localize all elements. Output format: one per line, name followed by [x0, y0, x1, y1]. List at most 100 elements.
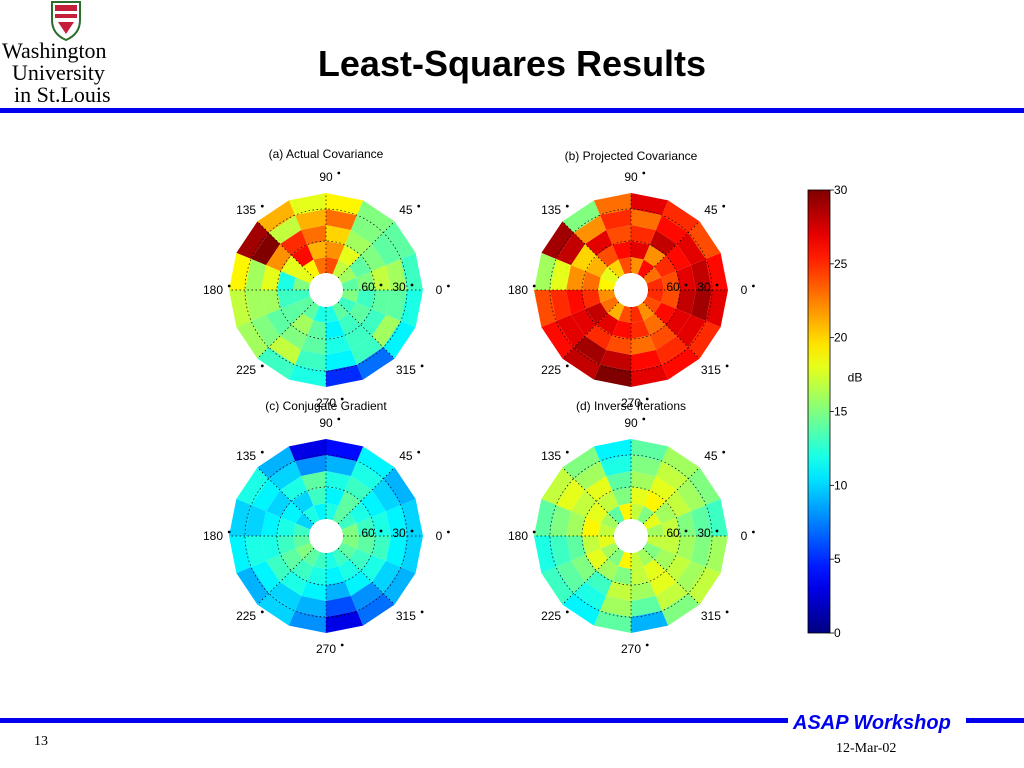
- degree-mark: [447, 284, 450, 288]
- angle-label: 270: [316, 642, 336, 656]
- polar-cell: [257, 593, 296, 626]
- polar-cell: [534, 498, 557, 536]
- polar-cell: [349, 548, 372, 571]
- polar-cell: [293, 277, 311, 290]
- polar-cell: [350, 335, 384, 365]
- polar-center-hole: [309, 273, 343, 307]
- polar-cell: [360, 244, 387, 272]
- angle-label: 90: [624, 416, 638, 430]
- polar-cell: [596, 490, 619, 513]
- polar-cell: [332, 302, 350, 321]
- polar-cell: [301, 471, 326, 491]
- polar-cell: [570, 554, 597, 582]
- colorbar-label: dB: [848, 371, 863, 385]
- polar-cell: [280, 324, 308, 351]
- angle-label: 315: [701, 363, 721, 377]
- header-rule: [0, 108, 1024, 113]
- colorbar-gradient: [807, 189, 831, 634]
- polar-cell: [349, 255, 372, 278]
- degree-mark: [379, 529, 383, 533]
- polar-cell: [257, 446, 296, 479]
- polar-cell: [534, 252, 557, 290]
- university-logo: Washington University in St.Louis: [2, 1, 111, 107]
- polar-cell: [291, 244, 314, 267]
- polar-cell: [236, 320, 269, 359]
- polar-grid-spoke: [642, 547, 700, 605]
- polar-cell: [251, 478, 281, 512]
- polar-cell: [268, 581, 302, 611]
- polar-grid-spoke: [337, 467, 395, 525]
- polar-cell: [566, 536, 586, 561]
- polar-cell: [665, 490, 692, 518]
- plot-title: (c) Conjugate Gradient: [265, 399, 387, 413]
- polar-cell: [326, 487, 345, 506]
- polar-cell: [631, 209, 662, 230]
- degree-mark: [684, 283, 688, 287]
- polar-grid-spoke: [642, 467, 700, 525]
- polar-cell: [661, 200, 700, 233]
- polar-cell: [612, 566, 631, 585]
- polar-cell: [643, 244, 666, 267]
- polar-cell: [676, 265, 696, 290]
- polar-cell: [606, 225, 631, 245]
- polar-cell: [688, 566, 721, 605]
- polar-cell: [585, 475, 613, 502]
- polar-cell: [280, 255, 303, 278]
- degree-mark: [645, 643, 649, 647]
- polar-cell: [288, 193, 326, 216]
- polar-cell: [665, 554, 692, 582]
- logo-line-1: Washington: [2, 38, 107, 63]
- polar-cell: [295, 350, 326, 371]
- angle-label: 45: [704, 449, 718, 463]
- polar-cell: [550, 505, 571, 536]
- polar-cell: [691, 536, 712, 567]
- polar-cell: [643, 559, 666, 582]
- radius-label: 30: [392, 280, 406, 294]
- polar-cell: [637, 505, 655, 524]
- polar-cell: [607, 548, 625, 567]
- polar-cell: [356, 290, 375, 309]
- polar-cell: [326, 364, 364, 387]
- plot-title: (b) Projected Covariance: [565, 149, 698, 163]
- polar-cell: [600, 350, 631, 371]
- polar-cell: [606, 581, 631, 601]
- polar-cell: [280, 475, 308, 502]
- polar-cell: [631, 471, 656, 491]
- polar-cell: [688, 221, 721, 260]
- polar-cell: [277, 290, 296, 309]
- polar-cell: [291, 559, 314, 582]
- polar-center-hole: [309, 519, 343, 553]
- slide-date: 12-Mar-02: [836, 741, 897, 756]
- polar-cell: [562, 593, 601, 626]
- degree-mark: [532, 530, 536, 534]
- polar-cell: [582, 517, 601, 536]
- degree-mark: [417, 204, 421, 208]
- polar-cell: [600, 209, 631, 230]
- angle-label: 45: [399, 203, 413, 217]
- polar-cell: [556, 478, 586, 512]
- polar-cell: [676, 290, 696, 315]
- angle-label: 135: [541, 449, 561, 463]
- logo-line-3: in St.Louis: [14, 82, 111, 107]
- polar-cell: [612, 487, 631, 506]
- polar-cell: [332, 548, 350, 567]
- polar-cell: [631, 487, 650, 506]
- polar-cell: [661, 290, 680, 309]
- polar-cell: [261, 290, 281, 315]
- polar-cell: [341, 290, 359, 303]
- polar-cell: [245, 536, 266, 567]
- polar-grid-spoke: [642, 301, 700, 359]
- angle-label: 270: [621, 396, 641, 410]
- polar-cell: [360, 308, 387, 336]
- angle-label: 225: [236, 363, 256, 377]
- degree-mark: [227, 284, 231, 288]
- degree-mark: [565, 450, 569, 454]
- plot-title: (a) Actual Covariance: [269, 147, 384, 161]
- polar-cell: [326, 610, 364, 633]
- polar-cell: [338, 296, 357, 314]
- polar-cell: [338, 490, 361, 513]
- polar-cell: [596, 559, 619, 582]
- polar-cell: [301, 225, 326, 245]
- polar-cell: [307, 320, 326, 339]
- degree-mark: [565, 204, 569, 208]
